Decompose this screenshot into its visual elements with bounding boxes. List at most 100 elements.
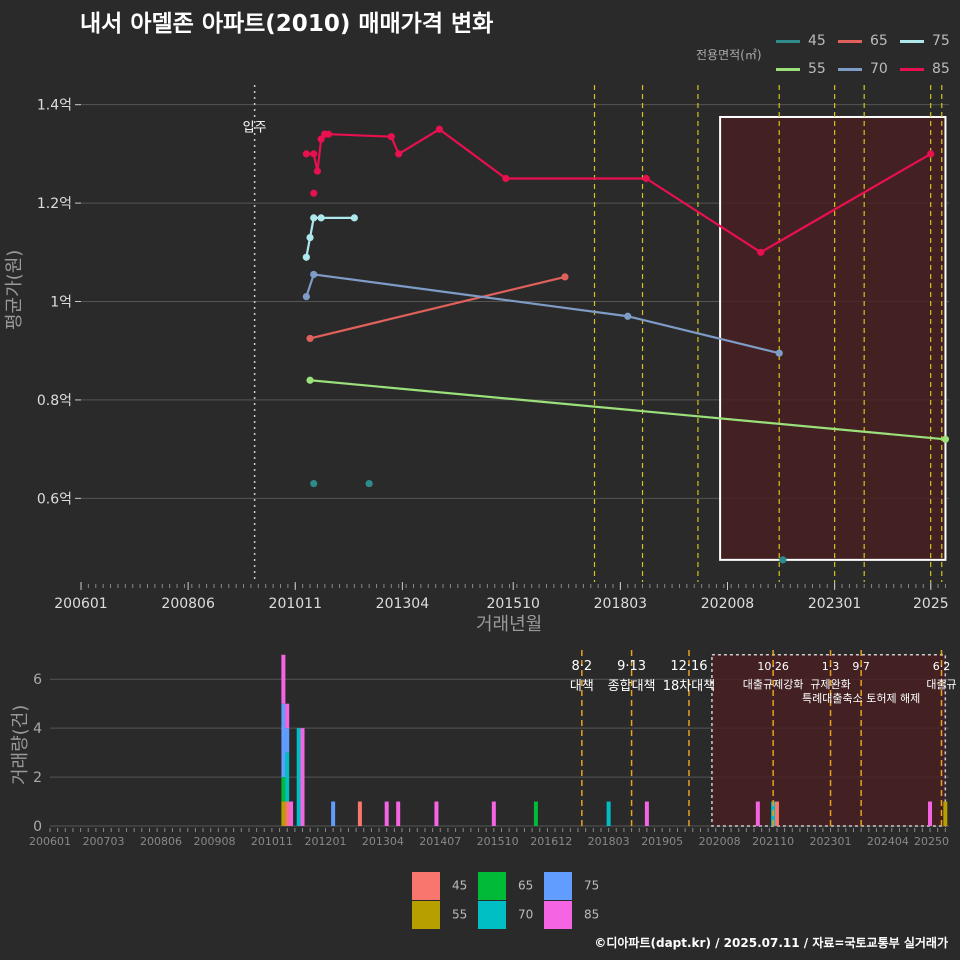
x-tick-label: 201510: [477, 835, 519, 848]
legend-swatch: [776, 67, 800, 71]
data-point-45: [365, 479, 373, 488]
y-tick-label: 4: [33, 721, 42, 737]
x-tick-label: 200601: [29, 835, 71, 848]
bar-segment-85: [755, 801, 760, 826]
bar-segment-85: [285, 703, 290, 729]
event-date: 12·16: [670, 659, 707, 674]
data-point-55: [941, 435, 950, 443]
y-tick-label: 1억: [50, 295, 72, 311]
y-tick-label: 2: [33, 770, 42, 786]
legend-label: 55: [452, 907, 468, 922]
x-tick-label: 201803: [594, 596, 647, 612]
move-in-label: 입주: [243, 121, 267, 136]
data-point-65: [561, 273, 569, 281]
x-tick-label: 200908: [194, 835, 236, 848]
data-point-85: [321, 130, 329, 138]
legend-item-55: 55: [776, 61, 826, 77]
data-point-45: [779, 556, 787, 564]
highlight-region: [719, 115, 947, 561]
bar-segment-85: [384, 801, 389, 826]
data-point-55: [306, 376, 314, 384]
bar-segment-85: [434, 801, 439, 826]
legend-item-45: 45: [776, 33, 826, 49]
data-point-85: [313, 167, 322, 175]
bar-segment-75: [331, 801, 336, 826]
x-tick-label: 201803: [588, 835, 630, 848]
bar-segment-75: [285, 728, 290, 753]
bottom-legend: 45 55 65 70 75 85: [412, 872, 602, 932]
data-point-65: [306, 334, 314, 343]
legend-item-75: 75: [900, 33, 950, 49]
bar-segment-45: [774, 801, 779, 826]
bar-segment-65: [533, 801, 538, 826]
data-point-75: [310, 214, 318, 222]
bar-segment-55: [281, 801, 286, 826]
bar-segment-75: [281, 703, 286, 778]
event-label: 대출규제강화: [743, 678, 804, 691]
event-label: 대책: [570, 679, 594, 694]
data-point-85: [927, 150, 935, 158]
data-point-85: [317, 135, 325, 143]
data-point-75: [306, 233, 314, 242]
data-point-85: [387, 133, 395, 141]
bar-segment-85: [928, 801, 933, 826]
y-tick-label: 1.2억: [37, 196, 72, 212]
x-tick-label: 200703: [83, 835, 125, 848]
x-tick-label: 200806: [161, 596, 215, 612]
bar-segment-85: [396, 801, 401, 826]
event-label: 특례대출축소 토허제 해제: [802, 691, 920, 705]
bar-segment-45: [357, 801, 362, 826]
legend-item-55: 55: [412, 901, 467, 929]
data-point-85: [310, 150, 318, 158]
series-line-70: [305, 273, 780, 355]
bar-segment-55: [943, 801, 948, 826]
y-tick-label: 1.4억: [37, 98, 72, 114]
x-tick-label: 202110: [752, 835, 794, 848]
data-point-85: [302, 150, 310, 158]
event-label: 규제완화: [810, 678, 850, 691]
footer-credit: ©디아파트(dapt.kr) / 2025.07.11 / 자료=국토교통부 실…: [594, 936, 948, 950]
legend-swatch: [412, 901, 440, 929]
data-point-70: [302, 292, 310, 301]
y-tick-label: 0.8억: [37, 393, 72, 409]
x-tick-label: 20250: [914, 835, 949, 848]
legend-swatch: [412, 872, 440, 900]
bar-segment-85: [281, 654, 286, 704]
legend-item-85: 85: [900, 61, 950, 77]
data-point-75: [302, 253, 310, 261]
bar-segment-65: [281, 777, 286, 802]
x-tick-label: 201304: [362, 835, 404, 848]
highlight-region: [711, 654, 947, 827]
legend-item-70: 70: [838, 61, 888, 77]
event-date: 1·3: [822, 660, 840, 673]
bar-segment-85: [644, 801, 649, 826]
legend-swatch: [776, 39, 800, 43]
x-tick-label: 201905: [641, 835, 683, 848]
legend-item-85: 85: [544, 901, 599, 929]
x-tick-label: 200601: [54, 596, 107, 612]
bar-segment-85: [300, 728, 305, 826]
chart-title: 내서 아델존 아파트(2010) 매매가격 변화: [80, 11, 494, 37]
bar-segment-45: [285, 801, 290, 826]
legend-label: 85: [932, 61, 950, 77]
data-point-85: [757, 248, 765, 256]
data-point-85: [395, 150, 403, 158]
event-date: 8·2: [571, 659, 592, 674]
data-point-70: [775, 349, 783, 357]
x-tick-label: 201011: [269, 596, 322, 612]
legend-item-70: 70: [478, 901, 533, 929]
legend-swatch: [478, 901, 506, 929]
legend-label: 75: [932, 33, 950, 49]
bar-segment-70: [296, 728, 301, 826]
x-axis-label: 거래년월: [476, 614, 543, 635]
y-tick-label: 0: [33, 819, 42, 835]
legend-swatch: [544, 901, 572, 929]
bar-segment-85: [491, 801, 496, 826]
data-point-85: [310, 189, 318, 197]
event-label: 대출규: [926, 678, 956, 691]
x-tick-label: 202008: [699, 835, 741, 848]
legend-item-75: 75: [544, 872, 599, 900]
event-date: 9·13: [617, 659, 646, 674]
x-tick-label: 201011: [251, 835, 293, 848]
